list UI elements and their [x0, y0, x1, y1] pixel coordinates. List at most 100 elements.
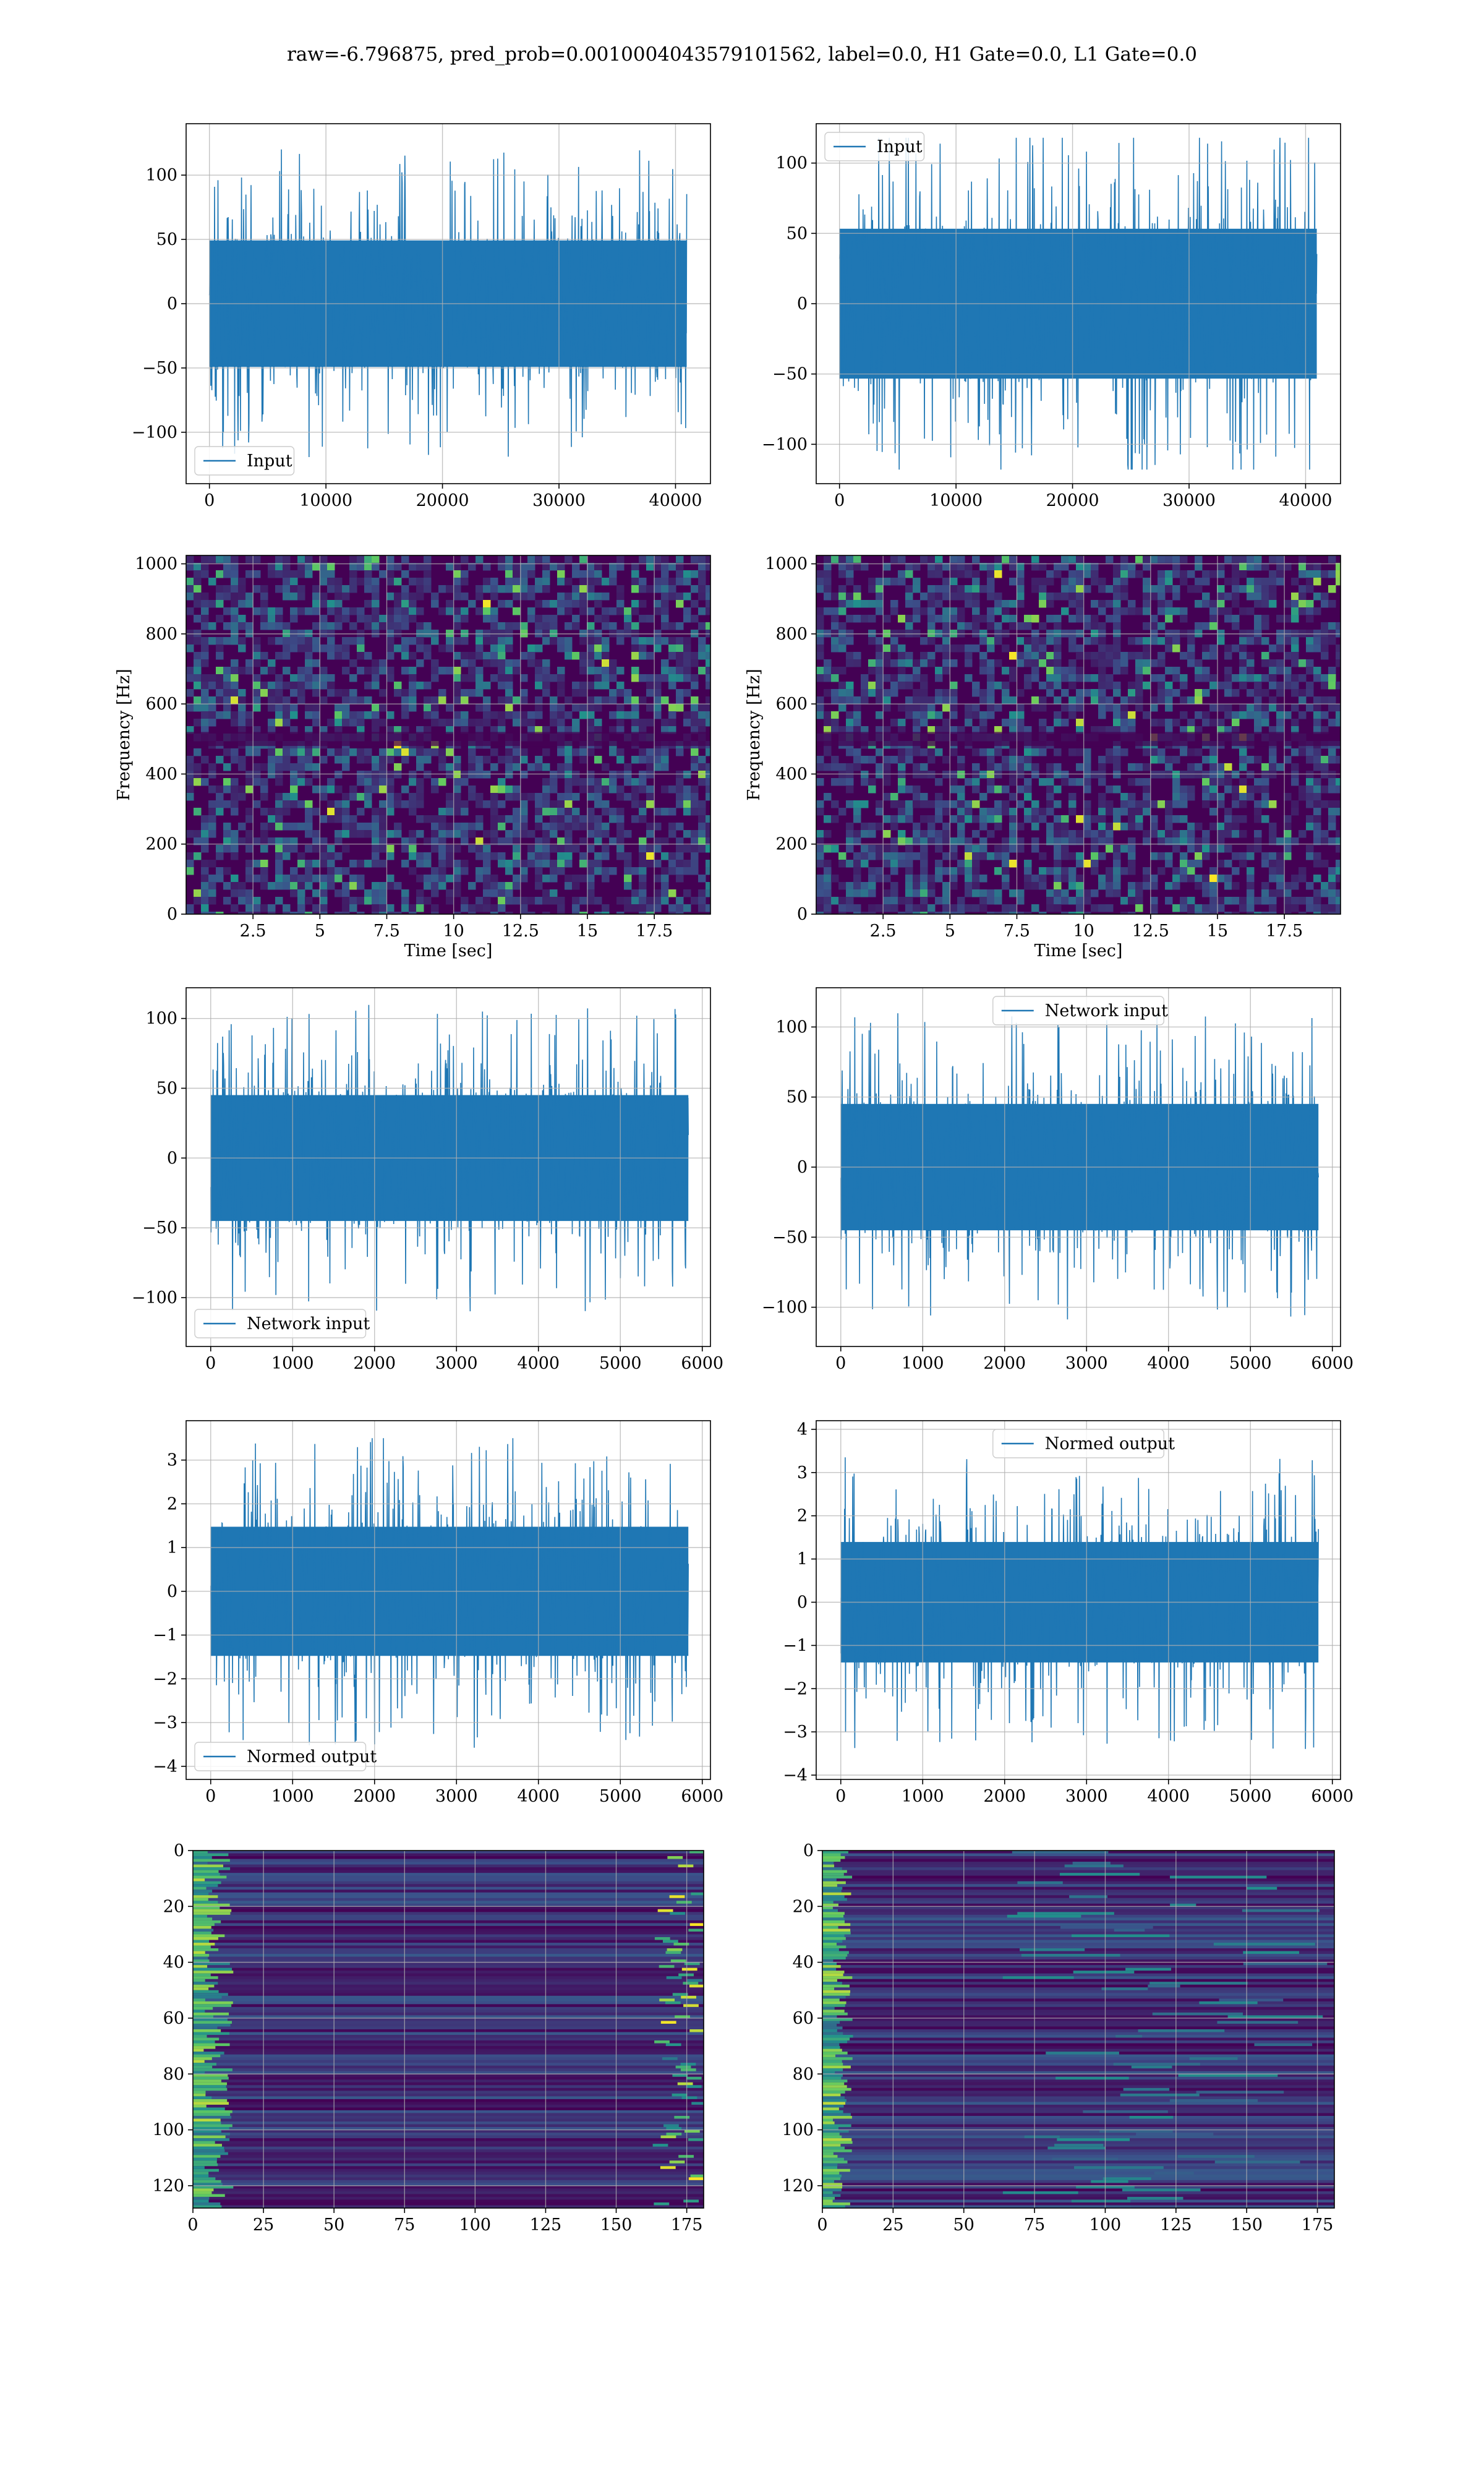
heatmap-cell: [822, 1884, 837, 1888]
heatmap-cell: [1247, 607, 1255, 615]
heatmap-cell: [565, 711, 573, 719]
heatmap-cell: [883, 875, 891, 883]
heatmap-cell: [372, 667, 380, 675]
heatmap-cell: [1306, 793, 1314, 801]
heatmap-cell: [557, 704, 565, 712]
heatmap-cell: [1071, 1934, 1170, 1938]
heatmap-cell: [1002, 607, 1010, 615]
heatmap-cell: [1232, 793, 1240, 801]
heatmap-cell: [691, 682, 699, 690]
heatmap-cell: [683, 644, 691, 653]
heatmap-cell: [831, 637, 839, 645]
heatmap-cell: [602, 622, 610, 630]
heatmap-cell: [186, 771, 194, 779]
heatmap-cell: [935, 897, 943, 905]
heatmap-cell: [260, 860, 268, 868]
heatmap-cell: [602, 644, 610, 653]
heatmap-cell: [1232, 830, 1240, 838]
heatmap-cell: [1291, 771, 1299, 779]
heatmap-cell: [535, 674, 543, 682]
heatmap-cell: [994, 637, 1002, 645]
heatmap-cell: [1306, 882, 1314, 890]
x-tick-label: 2000: [983, 1354, 1026, 1373]
heatmap-cell: [245, 845, 254, 853]
heatmap-cell: [942, 830, 950, 838]
heatmap-cell: [913, 667, 921, 675]
heatmap-cell: [431, 889, 439, 897]
heatmap-cell: [668, 719, 676, 727]
heatmap-cell: [676, 659, 684, 667]
heatmap-cell: [349, 696, 357, 704]
heatmap-cell: [1083, 622, 1091, 630]
heatmap-cell: [920, 815, 928, 823]
heatmap-cell: [913, 793, 921, 801]
heatmap-cell: [372, 837, 380, 845]
heatmap-cell: [1328, 800, 1336, 808]
heatmap-cell: [1007, 1914, 1081, 1918]
heatmap-cell: [1187, 570, 1195, 578]
heatmap-cell: [357, 875, 365, 883]
heatmap-cell: [602, 615, 610, 623]
heatmap-cell: [194, 763, 202, 771]
heatmap-cell: [268, 904, 276, 912]
heatmap-cell: [868, 689, 876, 697]
heatmap-cell: [920, 719, 928, 727]
heatmap-cell: [513, 815, 521, 823]
heatmap-cell: [364, 823, 372, 831]
heatmap-cell: [1061, 593, 1069, 601]
heatmap-cell: [572, 563, 580, 571]
heatmap-cell: [424, 756, 432, 764]
plot-area: [186, 555, 710, 914]
heatmap-cell: [1232, 585, 1240, 593]
heatmap-cell: [1313, 607, 1321, 615]
heatmap-cell: [1165, 763, 1173, 771]
grid: [186, 124, 710, 484]
heatmap-row: [193, 1923, 704, 1927]
heatmap-cell: [646, 615, 654, 623]
heatmap-cell: [1024, 674, 1032, 682]
heatmap-cell: [550, 875, 558, 883]
heatmap-cell: [194, 563, 202, 571]
heatmap-cell: [913, 607, 921, 615]
heatmap-cell: [1306, 771, 1314, 779]
heatmap-cell: [186, 756, 194, 764]
heatmap-cell: [898, 719, 906, 727]
heatmap-cell: [950, 563, 958, 571]
heatmap-cell: [668, 785, 676, 794]
heatmap-cell: [193, 1862, 208, 1865]
heatmap-cell: [594, 637, 602, 645]
heatmap-cell: [1158, 756, 1166, 764]
heatmap-cell: [913, 882, 921, 890]
heatmap-cell: [816, 644, 824, 653]
heatmap-cell: [201, 696, 209, 704]
heatmap-cell: [572, 570, 580, 578]
heatmap-cell: [876, 763, 884, 771]
series-line: [210, 1004, 689, 1312]
heatmap-cell: [1284, 756, 1292, 764]
heatmap-cell: [602, 785, 610, 794]
heatmap-cell: [683, 1982, 699, 1985]
heatmap-cell: [624, 882, 632, 890]
heatmap-cell: [1269, 578, 1277, 586]
heatmap-cell: [950, 837, 958, 845]
heatmap-cell: [379, 778, 387, 786]
heatmap-cell: [438, 763, 446, 771]
heatmap-cell: [1143, 644, 1151, 653]
heatmap-cell: [965, 570, 973, 578]
heatmap-cell: [565, 852, 573, 860]
heatmap-cell: [822, 1920, 845, 1924]
heatmap-cell: [505, 682, 513, 690]
heatmap-cell: [1039, 563, 1047, 571]
heatmap-cell: [1068, 852, 1077, 860]
heatmap-cell: [535, 622, 543, 630]
heatmap-cell: [602, 652, 610, 660]
heatmap-cell: [905, 875, 913, 883]
x-tick-label: 0: [835, 1787, 846, 1806]
heatmap-cell: [461, 830, 469, 838]
heatmap-cell: [446, 875, 454, 883]
heatmap-cell: [364, 578, 372, 586]
heatmap-cell: [639, 756, 647, 764]
heatmap-cell: [1202, 852, 1210, 860]
heatmap-cell: [822, 1856, 845, 1859]
heatmap-cell: [327, 674, 335, 682]
